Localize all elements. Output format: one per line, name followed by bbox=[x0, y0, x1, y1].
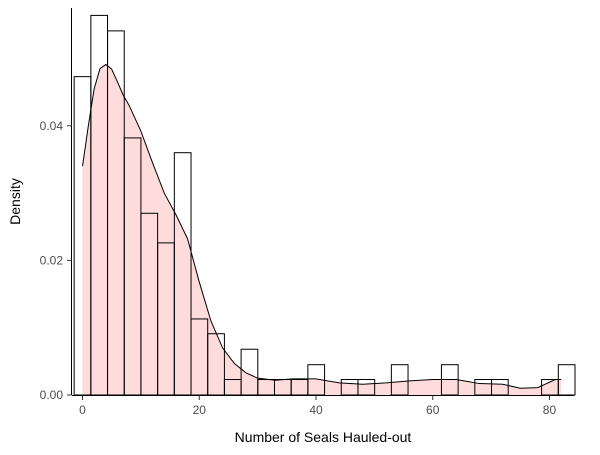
y-axis-ticks: 0.00 0.02 0.04 bbox=[40, 119, 72, 402]
plot-area bbox=[73, 14, 576, 396]
y-tick-label: 0.02 bbox=[40, 253, 64, 267]
density-curve bbox=[82, 63, 562, 389]
x-tick-label: 20 bbox=[193, 403, 207, 417]
density-area bbox=[82, 64, 562, 395]
y-tick-label: 0.00 bbox=[40, 388, 64, 402]
y-tick-label: 0.04 bbox=[40, 119, 64, 133]
x-tick-label: 0 bbox=[79, 403, 86, 417]
x-tick-label: 60 bbox=[426, 403, 440, 417]
y-axis-title: Density bbox=[7, 178, 23, 225]
x-tick-label: 80 bbox=[543, 403, 557, 417]
x-axis-title: Number of Seals Hauled-out bbox=[235, 429, 412, 445]
x-axis-ticks: 0 20 40 60 80 bbox=[79, 395, 557, 417]
x-tick-label: 40 bbox=[309, 403, 323, 417]
